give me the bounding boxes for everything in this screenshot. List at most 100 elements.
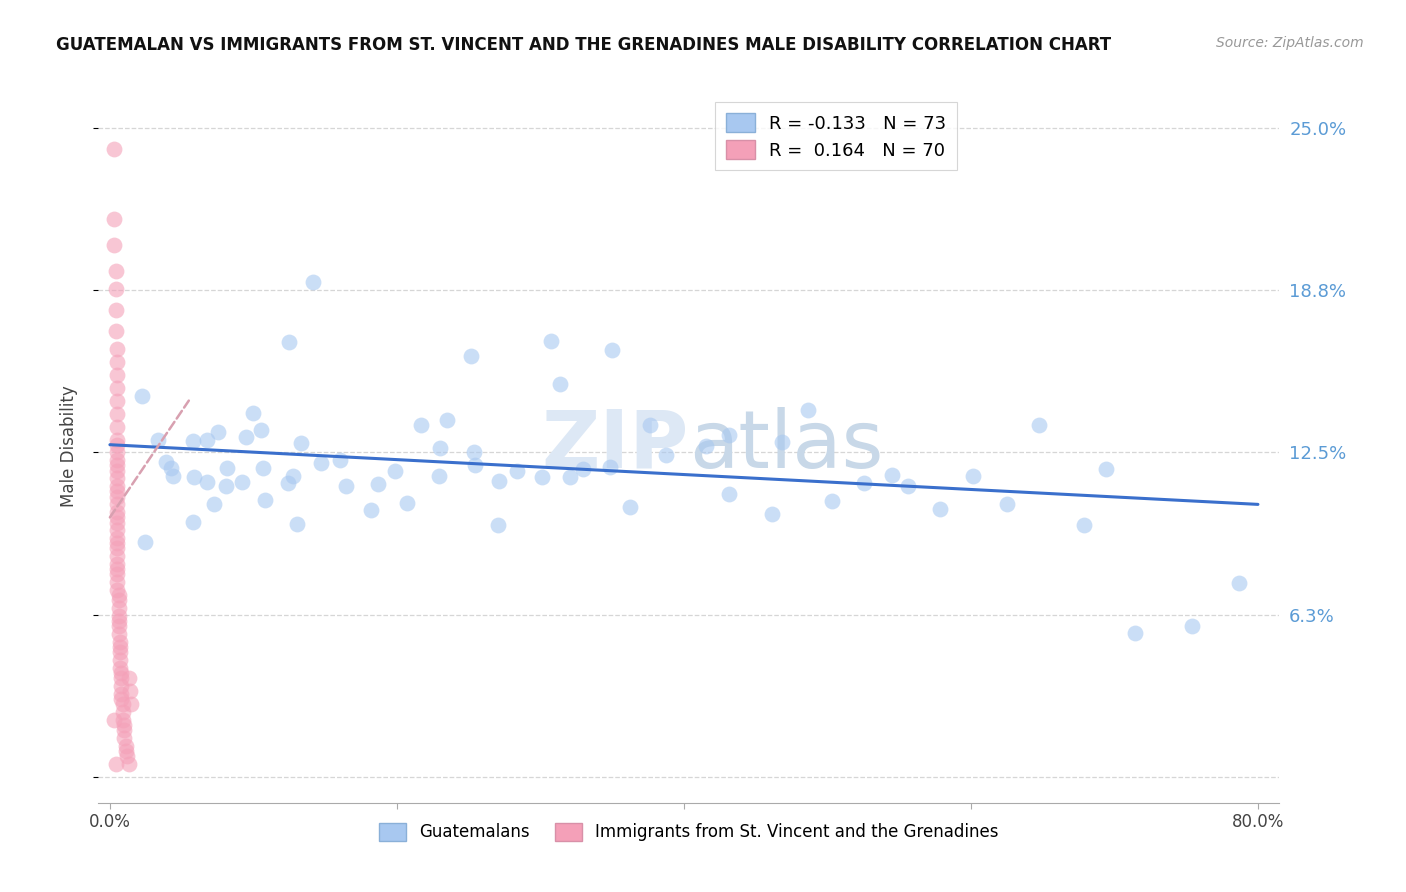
Point: [160, 461, 183, 475]
Point: [181, 515, 204, 529]
Point: [105, 510, 128, 524]
Point: [105, 453, 128, 467]
Y-axis label: Male Disability: Male Disability: [59, 385, 77, 507]
Point: [105, 342, 128, 356]
Point: [110, 687, 132, 701]
Point: [770, 435, 793, 450]
Point: [335, 479, 357, 493]
Point: [108, 653, 131, 667]
Point: [114, 739, 136, 753]
Point: [105, 479, 128, 493]
Point: [962, 469, 984, 483]
Point: [195, 433, 218, 447]
Point: [1227, 575, 1250, 590]
Point: [105, 445, 128, 459]
Point: [896, 479, 918, 493]
Point: [202, 497, 225, 511]
Legend: Guatemalans, Immigrants from St. Vincent and the Grenadines: Guatemalans, Immigrants from St. Vincent…: [373, 816, 1005, 848]
Point: [134, 534, 156, 549]
Point: [505, 465, 527, 479]
Point: [1073, 518, 1095, 533]
Point: [117, 756, 139, 771]
Point: [1028, 417, 1050, 432]
Point: [105, 419, 128, 434]
Point: [395, 496, 418, 510]
Point: [103, 142, 125, 156]
Point: [231, 475, 253, 489]
Point: [548, 376, 571, 391]
Point: [112, 718, 135, 732]
Point: [285, 516, 308, 531]
Point: [599, 459, 621, 474]
Point: [114, 744, 136, 758]
Point: [105, 471, 128, 485]
Text: Source: ZipAtlas.com: Source: ZipAtlas.com: [1216, 36, 1364, 50]
Point: [486, 518, 509, 533]
Point: [207, 425, 229, 439]
Point: [107, 609, 129, 624]
Point: [797, 403, 820, 417]
Text: ZIP: ZIP: [541, 407, 689, 485]
Point: [600, 343, 623, 358]
Point: [290, 436, 312, 450]
Point: [571, 462, 593, 476]
Point: [103, 211, 125, 226]
Point: [107, 593, 129, 607]
Point: [108, 635, 131, 649]
Point: [852, 476, 875, 491]
Point: [104, 324, 127, 338]
Point: [638, 417, 661, 432]
Point: [105, 438, 128, 452]
Point: [278, 334, 301, 349]
Point: [110, 671, 132, 685]
Point: [464, 458, 486, 473]
Point: [120, 697, 142, 711]
Point: [880, 468, 903, 483]
Point: [105, 549, 128, 564]
Point: [105, 368, 128, 382]
Point: [427, 468, 450, 483]
Point: [103, 238, 125, 252]
Point: [107, 601, 129, 615]
Point: [277, 475, 299, 490]
Point: [181, 434, 204, 449]
Point: [329, 453, 352, 467]
Point: [111, 713, 134, 727]
Point: [105, 490, 128, 504]
Point: [105, 393, 128, 408]
Point: [309, 456, 332, 470]
Point: [429, 441, 451, 455]
Point: [104, 302, 127, 317]
Point: [929, 501, 952, 516]
Point: [302, 275, 325, 289]
Point: [105, 354, 128, 368]
Point: [252, 460, 274, 475]
Point: [242, 406, 264, 420]
Point: [695, 439, 717, 453]
Point: [162, 468, 184, 483]
Point: [530, 469, 553, 483]
Point: [367, 476, 389, 491]
Point: [105, 541, 128, 556]
Point: [105, 575, 128, 590]
Point: [105, 582, 128, 597]
Point: [540, 334, 562, 348]
Point: [281, 468, 304, 483]
Point: [105, 531, 128, 545]
Point: [105, 433, 128, 447]
Point: [105, 407, 128, 421]
Point: [104, 264, 127, 278]
Point: [131, 389, 153, 403]
Point: [108, 661, 131, 675]
Point: [105, 562, 128, 576]
Point: [560, 469, 582, 483]
Point: [718, 487, 741, 501]
Point: [995, 497, 1018, 511]
Point: [384, 464, 406, 478]
Point: [105, 524, 128, 538]
Point: [619, 500, 641, 514]
Point: [1095, 462, 1118, 476]
Point: [110, 679, 132, 693]
Point: [360, 502, 382, 516]
Point: [821, 494, 844, 508]
